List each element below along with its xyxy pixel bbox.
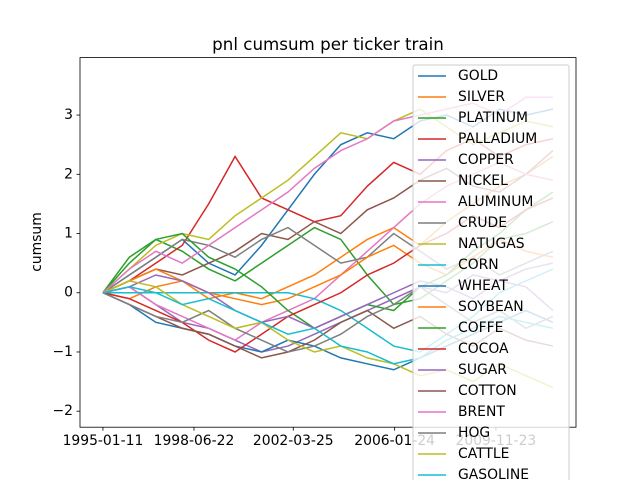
legend-label: NICKEL [458, 173, 508, 189]
y-tick-label: −1 [53, 344, 73, 360]
legend-label: COFFE [458, 320, 503, 336]
legend-label: BRENT [458, 404, 505, 420]
legend-label: COTTON [458, 383, 517, 399]
y-tick-label: 3 [64, 107, 73, 123]
legend-label: GASOLINE [458, 467, 529, 480]
legend-label: PLATINUM [458, 110, 528, 126]
y-tick-label: 1 [64, 226, 73, 242]
x-tick-label: 1998-06-22 [154, 433, 235, 449]
legend-label: SUGAR [458, 362, 507, 378]
x-tick-label: 2002-03-25 [253, 433, 334, 449]
y-axis-label: cumsum [29, 212, 45, 272]
chart-title: pnl cumsum per ticker train [212, 34, 444, 54]
y-tick-label: 2 [64, 166, 73, 182]
axes-frame [79, 57, 577, 428]
legend-label: HOG [458, 425, 490, 441]
legend-label: ALUMINUM [458, 194, 533, 210]
x-tick-label: 1995-01-11 [63, 433, 144, 449]
y-tick-label: −2 [53, 403, 73, 419]
y-tick-label: 0 [64, 285, 73, 301]
legend-label: PALLADIUM [458, 131, 537, 147]
legend-label: NATUGAS [458, 236, 525, 252]
legend-label: WHEAT [458, 278, 508, 294]
legend-label: GOLD [458, 68, 498, 84]
legend-label: COCOA [458, 341, 509, 357]
legend-label: SILVER [458, 89, 505, 105]
legend-label: COPPER [458, 152, 514, 168]
legend: GOLD SILVER PLATINUM PALLADIUM COPPER NICKEL A… [412, 64, 570, 480]
legend-label: SOYBEAN [458, 299, 524, 315]
legend-label: CORN [458, 257, 499, 273]
legend-label: CRUDE [458, 215, 507, 231]
legend-frame [412, 64, 570, 480]
legend-label: CATTLE [458, 446, 509, 462]
